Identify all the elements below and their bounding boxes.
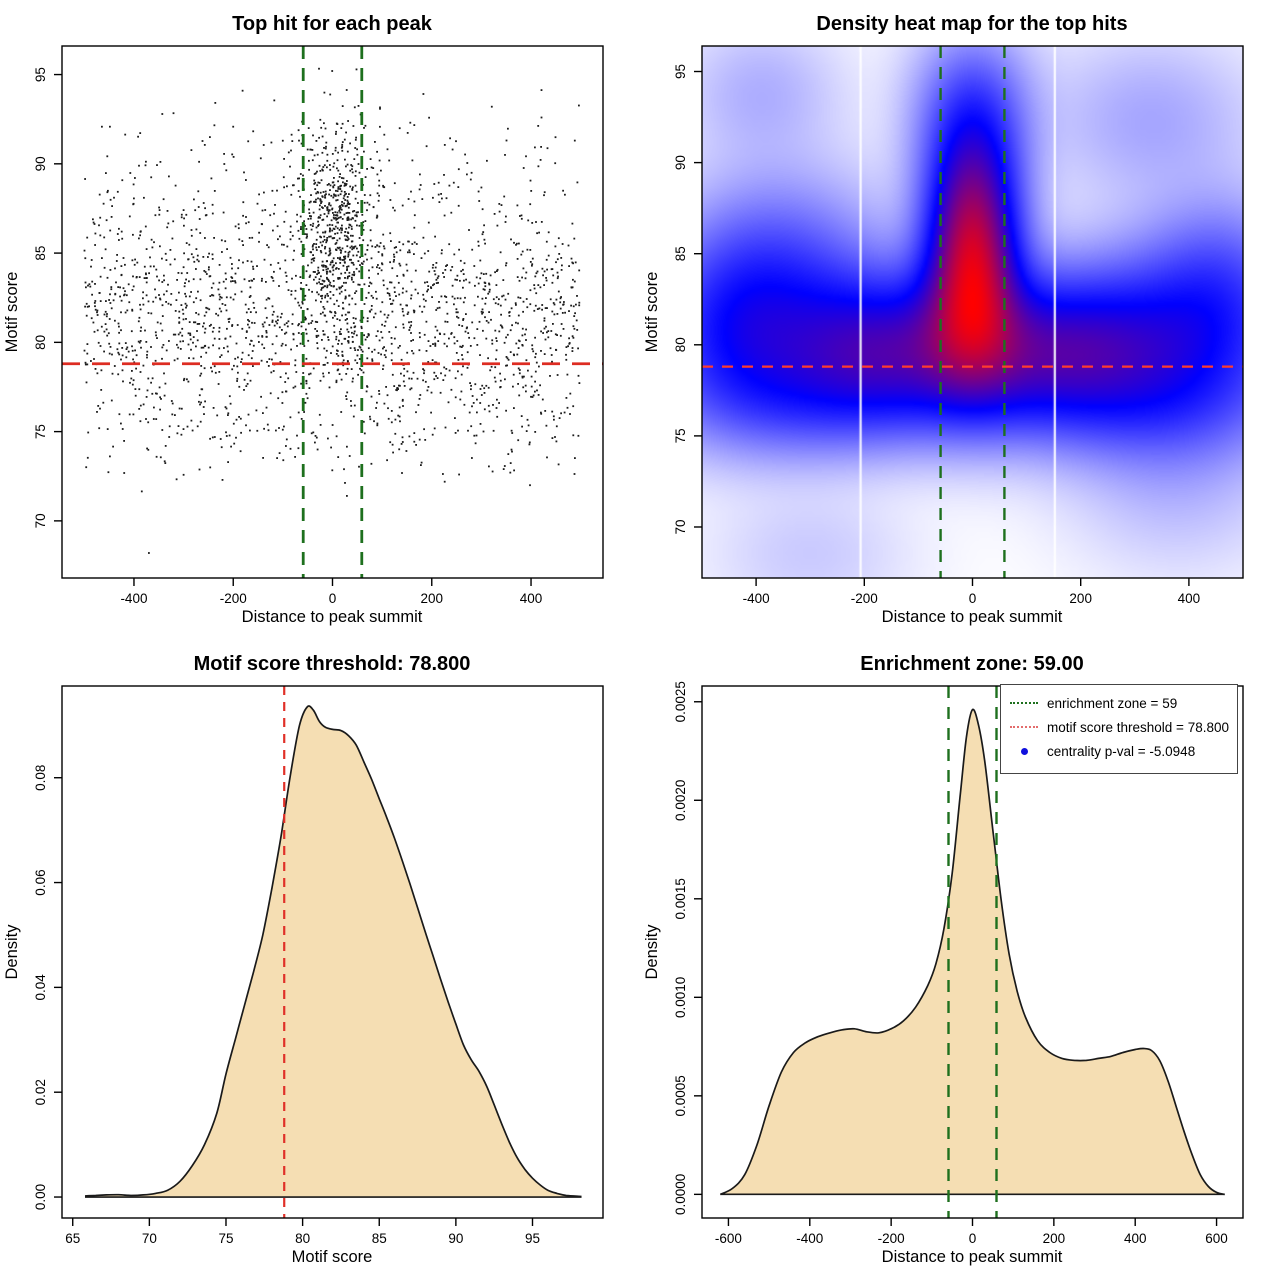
x-tick-label: 200: [1043, 1231, 1066, 1246]
y-tick-label: 0.0010: [673, 977, 688, 1018]
legend-box: enrichment zone = 59 motif score thresho…: [1000, 684, 1238, 774]
x-tick-label: 70: [142, 1231, 157, 1246]
axes: -600 -400 -200 0 200 400 600 0.0000 0.0005 0.0010…: [673, 681, 1244, 1246]
score-density-chart: Motif score threshold: 78.800 Motif scor…: [3, 653, 604, 1266]
density-area: [720, 709, 1225, 1195]
y-tick-label: 80: [33, 335, 48, 350]
density-area: [85, 706, 582, 1197]
x-tick-label: -400: [120, 591, 147, 606]
score-density-plot-area: 65 70 75 80 85 90 95 0.00 0.02 0.04 0.06 0.08: [33, 685, 604, 1246]
heatmap-plot-area: -400 -200 0 200 400 70 75 80 85 90 95: [673, 45, 1244, 606]
x-tick-label: 400: [520, 591, 543, 606]
y-tick-label: 95: [673, 64, 688, 79]
y-tick-label: 75: [33, 424, 48, 439]
y-tick-label: 85: [33, 246, 48, 261]
x-tick-label: 65: [65, 1231, 80, 1246]
score-density-title: Motif score threshold: 78.800: [194, 653, 471, 675]
x-tick-label: -200: [220, 591, 247, 606]
y-tick-label: 0.06: [33, 869, 48, 895]
distance-density-y-axis-label: Density: [643, 924, 661, 980]
heatmap-title: Density heat map for the top hits: [816, 13, 1127, 35]
legend-item-enrichment-zone: enrichment zone = 59: [1009, 691, 1229, 715]
scatter-points: [83, 67, 581, 554]
legend-label-enrichment-zone: enrichment zone = 59: [1047, 695, 1178, 711]
heatmap-chart: Density heat map for the top hits Distan…: [643, 13, 1244, 626]
x-tick-label: -600: [715, 1231, 742, 1246]
y-tick-label: 80: [673, 337, 688, 352]
y-tick-label: 0.00: [33, 1184, 48, 1210]
scatter-y-axis-label: Motif score: [3, 272, 21, 353]
y-tick-label: 95: [33, 67, 48, 82]
legend-label-motif-threshold: motif score threshold = 78.800: [1047, 719, 1229, 735]
x-tick-label: 200: [1069, 591, 1092, 606]
heatmap-x-axis-label: Distance to peak summit: [882, 608, 1063, 626]
green-dotted-line-swatch: [1009, 702, 1039, 704]
x-tick-label: -200: [851, 591, 878, 606]
y-tick-label: 90: [33, 156, 48, 171]
x-tick-label: 90: [448, 1231, 463, 1246]
scatter-chart: Top hit for each peak Distance to peak s…: [3, 13, 604, 626]
y-tick-label: 0.0000: [673, 1174, 688, 1215]
x-tick-label: 75: [218, 1231, 233, 1246]
heatmap-y-axis-label: Motif score: [643, 272, 661, 353]
x-tick-label: 0: [969, 591, 977, 606]
distance-density-x-axis-label: Distance to peak summit: [882, 1248, 1063, 1266]
y-tick-label: 85: [673, 246, 688, 261]
x-tick-label: 0: [969, 1231, 977, 1246]
x-tick-label: 85: [372, 1231, 387, 1246]
score-density-y-axis-label: Density: [3, 924, 21, 980]
panel-distance-density: Enrichment zone: 59.00 Distance to peak …: [640, 640, 1280, 1280]
distance-density-plot-area: -600 -400 -200 0 200 400 600 0.0000 0.0005 0.0010…: [673, 681, 1244, 1246]
axes: 65 70 75 80 85 90 95 0.00 0.02 0.04 0.06 0.08: [33, 685, 604, 1246]
x-tick-label: 80: [295, 1231, 310, 1246]
density-curve: [84, 705, 582, 1198]
panel-scatter-top-hits: Top hit for each peak Distance to peak s…: [0, 0, 640, 640]
y-tick-label: 0.0020: [673, 780, 688, 821]
scatter-plot-area: -400 -200 0 200 400 70 75 80 85 90 95: [33, 45, 604, 606]
blue-dot-swatch: [1009, 747, 1039, 755]
axes: -400 -200 0 200 400 70 75 80 85 90 95: [33, 45, 604, 606]
x-tick-label: 600: [1205, 1231, 1228, 1246]
y-tick-label: 90: [673, 155, 688, 170]
panel-motif-score-density: Motif score threshold: 78.800 Motif scor…: [0, 640, 640, 1280]
score-density-x-axis-label: Motif score: [292, 1248, 373, 1266]
distance-density-title: Enrichment zone: 59.00: [860, 653, 1083, 675]
x-tick-label: -400: [796, 1231, 823, 1246]
y-tick-label: 0.04: [33, 974, 48, 1001]
y-tick-label: 0.02: [33, 1079, 48, 1105]
x-tick-label: 400: [1124, 1231, 1147, 1246]
legend-item-motif-threshold: motif score threshold = 78.800: [1009, 715, 1229, 739]
x-tick-label: 0: [329, 591, 337, 606]
x-tick-label: 200: [421, 591, 444, 606]
y-tick-label: 0.08: [33, 765, 48, 791]
y-tick-label: 0.0015: [673, 878, 688, 919]
y-tick-label: 0.0005: [673, 1075, 688, 1116]
axes: -400 -200 0 200 400 70 75 80 85 90 95: [673, 45, 1244, 606]
heatmap-image: [702, 46, 1243, 578]
red-dotted-line-swatch: [1009, 726, 1039, 728]
x-tick-label: 400: [1178, 591, 1201, 606]
x-tick-label: -400: [743, 591, 770, 606]
legend-label-centrality-pval: centrality p-val = -5.0948: [1047, 743, 1196, 759]
panel-density-heatmap: Density heat map for the top hits Distan…: [640, 0, 1280, 640]
density-curve: [719, 708, 1225, 1196]
x-tick-label: -200: [878, 1231, 905, 1246]
y-tick-label: 0.0025: [673, 681, 688, 722]
distance-density-chart: Enrichment zone: 59.00 Distance to peak …: [643, 653, 1244, 1266]
scatter-title: Top hit for each peak: [232, 13, 433, 35]
y-tick-label: 70: [33, 513, 48, 528]
x-tick-label: 95: [525, 1231, 540, 1246]
y-tick-label: 70: [673, 519, 688, 534]
y-tick-label: 75: [673, 428, 688, 443]
legend-item-centrality-pval: centrality p-val = -5.0948: [1009, 739, 1229, 763]
scatter-x-axis-label: Distance to peak summit: [242, 608, 423, 626]
